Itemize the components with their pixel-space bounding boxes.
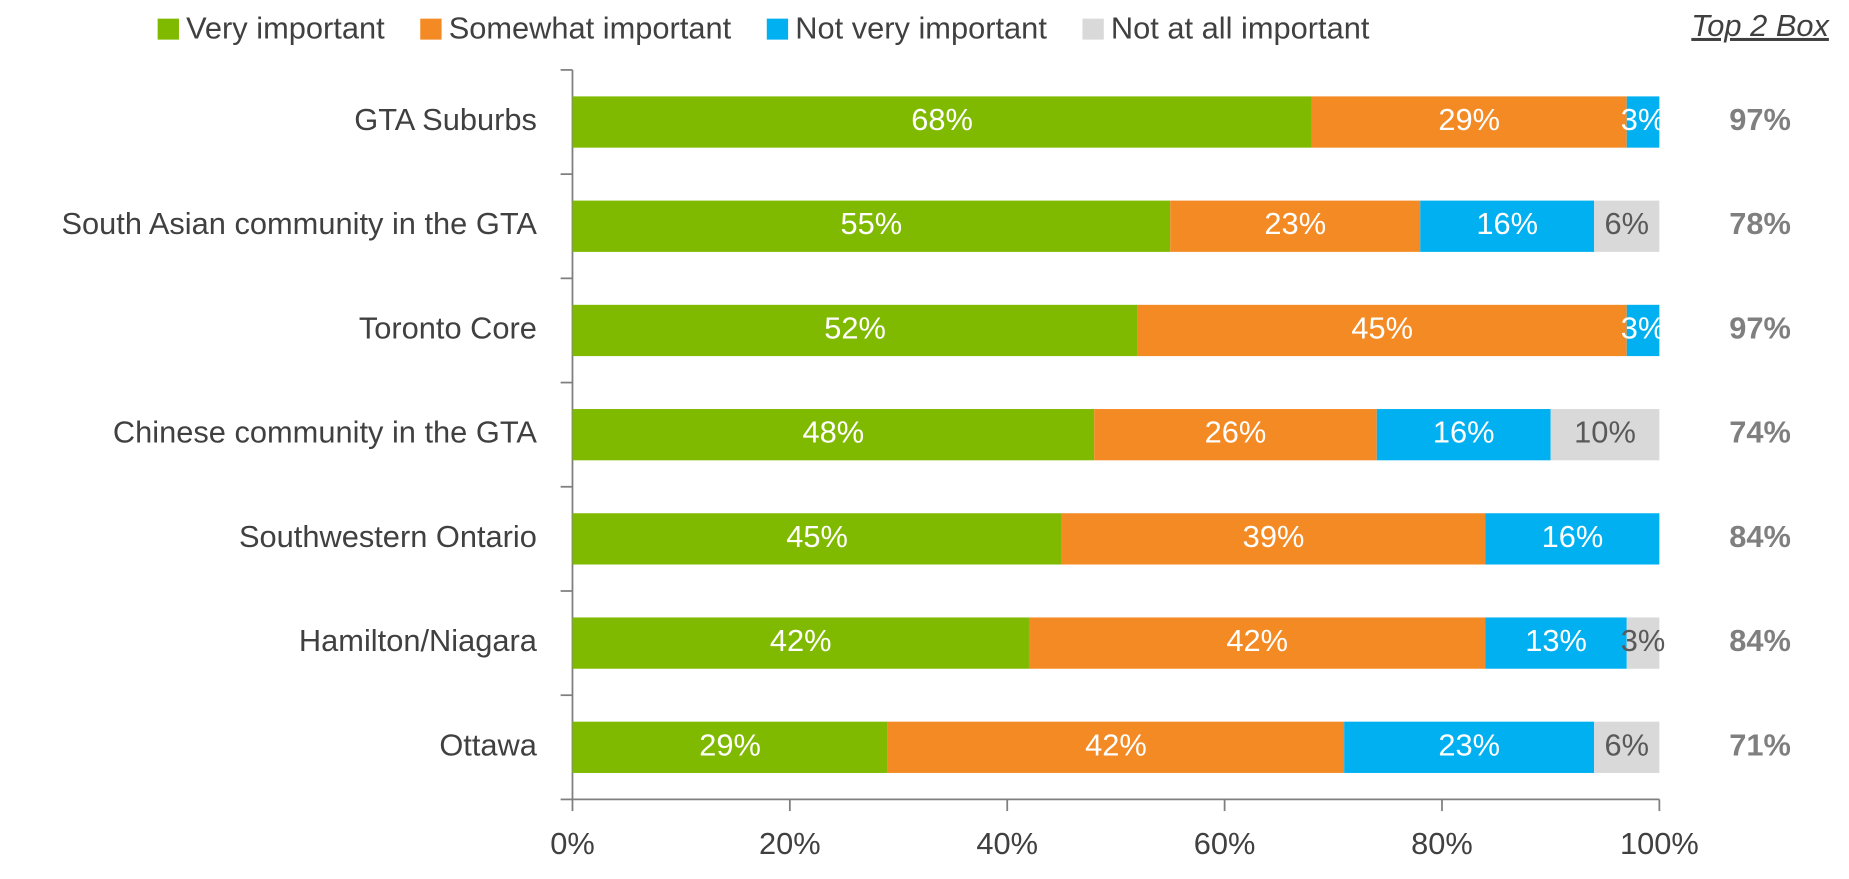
bar-segment xyxy=(1311,96,1627,148)
value-label: 29% xyxy=(1438,103,1500,137)
legend-swatch xyxy=(1082,18,1104,40)
bar-segment xyxy=(572,721,888,773)
legend-label: Very important xyxy=(186,12,385,46)
value-label: 16% xyxy=(1542,520,1604,554)
x-tick-label: 0% xyxy=(550,827,595,861)
bar-segment xyxy=(1028,617,1486,669)
bar-segment xyxy=(1061,513,1486,565)
value-label: 42% xyxy=(1226,624,1288,658)
x-tick-label: 100% xyxy=(1620,827,1699,861)
value-label: 45% xyxy=(786,520,848,554)
category-label: Ottawa xyxy=(439,729,537,763)
legend-swatch xyxy=(157,18,179,40)
value-label: 42% xyxy=(1085,729,1147,763)
value-label: 39% xyxy=(1243,520,1305,554)
top2-value: 84% xyxy=(1729,624,1791,658)
bar-segment xyxy=(1485,617,1627,669)
bar-segment xyxy=(572,200,1171,252)
x-tick-label: 80% xyxy=(1411,827,1473,861)
value-label: 3% xyxy=(1621,103,1666,137)
bar-segment xyxy=(1626,96,1660,148)
top2-value: 78% xyxy=(1729,207,1791,241)
category-label: Hamilton/Niagara xyxy=(299,624,537,658)
bar-segment xyxy=(1626,617,1660,669)
value-label: 52% xyxy=(824,312,886,346)
legend-label: Somewhat important xyxy=(449,12,732,46)
value-label: 6% xyxy=(1604,729,1649,763)
category-label: South Asian community in the GTA xyxy=(62,207,538,241)
top2-value: 97% xyxy=(1729,312,1791,346)
category-label: Toronto Core xyxy=(359,312,537,346)
top2-value: 74% xyxy=(1729,416,1791,450)
x-tick-label: 20% xyxy=(759,827,821,861)
legend-label: Not at all important xyxy=(1111,12,1370,46)
bar-segment xyxy=(572,304,1138,357)
bar-segment xyxy=(572,617,1029,669)
bar-segment xyxy=(1344,721,1595,773)
category-label: Southwestern Ontario xyxy=(239,520,537,554)
value-label: 16% xyxy=(1433,416,1495,450)
bar-segment xyxy=(1594,200,1660,252)
category-label: GTA Suburbs xyxy=(354,103,537,137)
top2-value: 84% xyxy=(1729,520,1791,554)
bar-segment xyxy=(887,721,1345,773)
bar-segment xyxy=(572,513,1062,565)
value-label: 45% xyxy=(1351,312,1413,346)
legend-label: Not very important xyxy=(795,12,1047,46)
x-tick-label: 40% xyxy=(976,827,1038,861)
legend-swatch xyxy=(766,18,789,40)
value-label: 3% xyxy=(1621,624,1666,658)
x-tick-label: 60% xyxy=(1194,827,1256,861)
value-label: 48% xyxy=(803,416,865,450)
bar-segment xyxy=(1137,304,1627,357)
category-label: Chinese community in the GTA xyxy=(113,416,538,450)
value-label: 3% xyxy=(1621,312,1666,346)
top2-value: 71% xyxy=(1729,729,1791,763)
bar-segment xyxy=(1485,513,1660,565)
value-label: 23% xyxy=(1438,729,1500,763)
value-label: 23% xyxy=(1264,207,1326,241)
value-label: 55% xyxy=(841,207,903,241)
bar-segment xyxy=(1550,409,1660,461)
bar-segment xyxy=(1420,200,1595,252)
value-label: 68% xyxy=(911,103,973,137)
bar-segment xyxy=(1376,409,1551,461)
bar-segment xyxy=(1170,200,1421,252)
value-label: 26% xyxy=(1205,416,1267,450)
value-label: 29% xyxy=(699,729,761,763)
legend-swatch xyxy=(420,18,442,40)
value-label: 42% xyxy=(770,624,832,658)
value-label: 16% xyxy=(1476,207,1538,241)
value-label: 13% xyxy=(1525,624,1587,658)
bar-segment xyxy=(1626,304,1660,357)
value-label: 6% xyxy=(1604,207,1649,241)
bar-segment xyxy=(1594,721,1660,773)
top2-title: Top 2 Box xyxy=(1691,9,1830,43)
bar-segment xyxy=(572,409,1095,461)
value-label: 10% xyxy=(1574,416,1636,450)
bar-segment xyxy=(1094,409,1377,461)
bar-segment xyxy=(572,96,1312,148)
top2-value: 97% xyxy=(1729,103,1791,137)
